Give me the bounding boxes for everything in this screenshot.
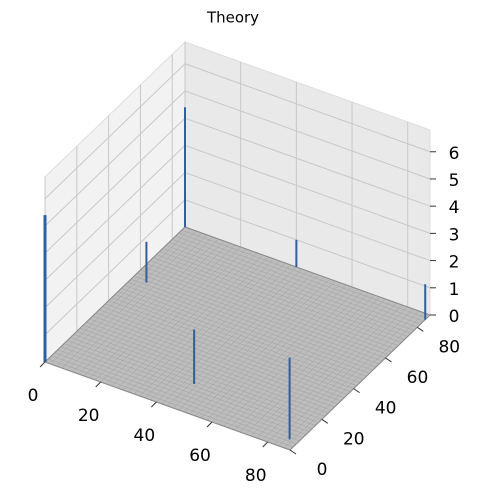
- surface-mesh: [217, 288, 358, 425]
- surface-mesh: [140, 269, 386, 359]
- surface-mesh: [165, 245, 411, 334]
- surface-mesh: [250, 300, 392, 437]
- y-tick-label: 80: [438, 337, 460, 357]
- tick-mark: [321, 418, 329, 424]
- grid-line: [44, 199, 186, 336]
- y-tick-label: 60: [407, 368, 429, 388]
- x-tick-label: 80: [245, 466, 267, 486]
- surface-mesh: [273, 308, 414, 445]
- surface-mesh: [206, 284, 347, 421]
- tick-mark: [416, 326, 424, 332]
- z-tick-label: 2: [449, 253, 460, 273]
- surface-mesh: [127, 282, 373, 371]
- surface-mesh: [228, 292, 369, 429]
- tick-mark: [206, 421, 213, 428]
- surface-mesh: [211, 286, 353, 423]
- grid-line: [184, 63, 431, 153]
- surface-mesh: [121, 288, 367, 377]
- grid-line: [184, 90, 431, 180]
- surface-mesh: [130, 278, 376, 368]
- surface-mesh: [114, 294, 361, 383]
- surface-mesh: [149, 260, 396, 349]
- grid-line: [44, 117, 186, 254]
- grid-line: [44, 145, 186, 281]
- z-tick-label: 6: [449, 144, 460, 164]
- x-tick-label: 60: [189, 446, 211, 466]
- surface-mesh: [245, 298, 386, 435]
- surface-mesh: [278, 310, 420, 447]
- surface-mesh: [137, 272, 383, 362]
- grid-line: [44, 63, 186, 200]
- surface-mesh: [134, 275, 380, 365]
- grid-line: [184, 144, 431, 234]
- grid-line: [44, 172, 186, 308]
- tick-mark: [262, 441, 269, 448]
- surface-mesh: [146, 263, 392, 353]
- tick-mark: [39, 361, 46, 368]
- surface-mesh: [239, 296, 381, 433]
- x-tick-label: 40: [134, 426, 156, 446]
- surface-mesh: [153, 257, 399, 346]
- surface-mesh: [178, 232, 424, 322]
- z-tick-label: 3: [449, 225, 460, 245]
- surface-mesh: [172, 272, 314, 409]
- surface-mesh: [143, 266, 389, 356]
- z-tick-label: 4: [449, 198, 460, 218]
- y-tick-label: 0: [317, 460, 328, 480]
- surface-mesh: [267, 306, 408, 443]
- surface-mesh: [234, 294, 375, 431]
- z-tick-label: 0: [449, 307, 460, 327]
- chart-title: Theory: [206, 9, 259, 27]
- surface-mesh: [169, 242, 415, 331]
- surface-mesh: [184, 276, 325, 413]
- grid-line: [44, 90, 186, 227]
- x-tick-label: 20: [78, 406, 100, 426]
- tick-mark: [289, 449, 297, 455]
- surface-mesh: [175, 236, 421, 325]
- surface-mesh: [162, 248, 408, 337]
- surface-mesh: [195, 280, 336, 417]
- y-tick-label: 40: [375, 399, 397, 419]
- z-tick-label: 5: [449, 171, 460, 191]
- tick-mark: [353, 388, 360, 394]
- surface-mesh: [118, 291, 364, 380]
- y-tick-label: 20: [343, 429, 365, 449]
- surface-mesh: [181, 229, 427, 319]
- grid-line: [184, 117, 431, 207]
- x-tick-label: 0: [28, 386, 39, 406]
- surface-mesh: [172, 239, 418, 328]
- surface-mesh: [223, 290, 364, 427]
- tick-mark: [151, 401, 157, 408]
- surface-mesh: [284, 312, 425, 449]
- grid-line: [184, 172, 431, 262]
- tick-mark: [385, 357, 392, 363]
- surface-mesh: [189, 278, 330, 415]
- surface-mesh: [262, 304, 403, 441]
- grid-line: [184, 199, 431, 289]
- surface-mesh: [200, 282, 342, 419]
- surface-mesh: [159, 251, 405, 340]
- surface-mesh: [156, 254, 402, 343]
- z-tick-label: 1: [449, 280, 460, 300]
- tick-mark: [95, 381, 102, 388]
- surface-mesh: [178, 274, 319, 411]
- surface-mesh: [124, 285, 370, 374]
- surface-mesh: [256, 302, 397, 439]
